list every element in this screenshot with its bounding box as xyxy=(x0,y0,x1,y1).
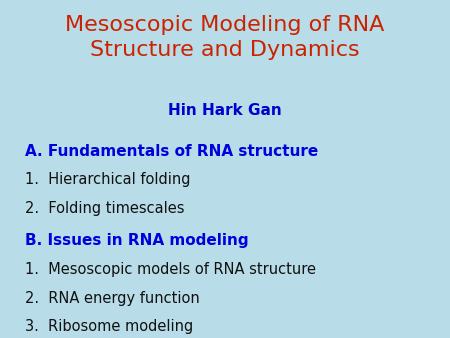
Text: 2.  Folding timescales: 2. Folding timescales xyxy=(25,201,184,216)
Text: Hin Hark Gan: Hin Hark Gan xyxy=(168,103,282,118)
Text: 1.  Mesoscopic models of RNA structure: 1. Mesoscopic models of RNA structure xyxy=(25,262,316,277)
Text: A. Fundamentals of RNA structure: A. Fundamentals of RNA structure xyxy=(25,144,318,159)
Text: B. Issues in RNA modeling: B. Issues in RNA modeling xyxy=(25,233,248,248)
Text: 3.  Ribosome modeling: 3. Ribosome modeling xyxy=(25,319,193,334)
Text: 2.  RNA energy function: 2. RNA energy function xyxy=(25,291,199,306)
Text: Mesoscopic Modeling of RNA
Structure and Dynamics: Mesoscopic Modeling of RNA Structure and… xyxy=(65,15,385,60)
Text: 1.  Hierarchical folding: 1. Hierarchical folding xyxy=(25,172,190,187)
